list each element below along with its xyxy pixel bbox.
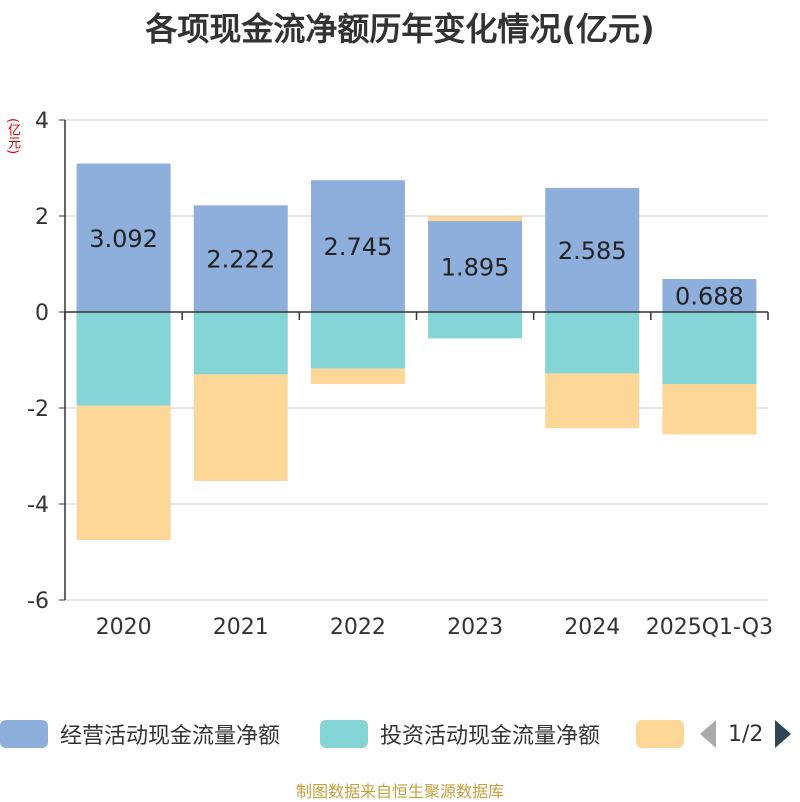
bar-investing xyxy=(545,312,640,374)
legend-item-investing[interactable]: 投资活动现金流量净额 xyxy=(320,712,600,756)
bar-operating xyxy=(662,278,757,312)
bar-investing xyxy=(662,312,757,384)
y-tick-label: 4 xyxy=(35,109,49,134)
bar-investing xyxy=(310,312,405,369)
y-axis-unit: (亿元) xyxy=(5,118,20,155)
bar-operating xyxy=(310,180,405,312)
bar-operating xyxy=(193,205,288,312)
bar-operating xyxy=(76,163,171,312)
legend-swatch-investing xyxy=(320,720,368,748)
legend-label-operating: 经营活动现金流量净额 xyxy=(60,724,281,749)
bar-financing xyxy=(193,374,288,481)
y-tick-label: -6 xyxy=(27,589,49,614)
bar-financing xyxy=(76,405,171,540)
bar-operating xyxy=(428,221,523,312)
x-tick-label: 2022 xyxy=(330,615,386,640)
legend-swatch-financing xyxy=(636,720,684,748)
bar-investing xyxy=(76,312,171,406)
bar-financing xyxy=(662,384,757,435)
bar-investing xyxy=(193,312,288,375)
legend-item-operating[interactable]: 经营活动现金流量净额 xyxy=(0,712,280,756)
x-tick-label: 2024 xyxy=(564,615,620,640)
chart-title: 各项现金流净额历年变化情况(亿元) xyxy=(145,10,655,48)
y-tick-label: -4 xyxy=(27,493,49,518)
x-tick-label: 2021 xyxy=(213,615,269,640)
data-label-operating: 1.895 xyxy=(441,254,510,282)
data-label-operating: 2.745 xyxy=(324,233,393,261)
legend-page-indicator: 1/2 xyxy=(728,721,764,747)
bar-financing xyxy=(310,368,405,384)
legend-item-financing[interactable] xyxy=(636,712,696,756)
bar-financing xyxy=(428,216,523,222)
source-note: 制图数据来自恒生聚源数据库 xyxy=(295,782,504,801)
data-label-operating: 3.092 xyxy=(89,225,158,253)
data-label-operating: 0.688 xyxy=(675,282,744,310)
legend: 经营活动现金流量净额 投资活动现金流量净额 1/2 xyxy=(0,712,800,756)
legend-pager: 1/2 xyxy=(700,712,792,756)
x-tick-label: 2025Q1-Q3 xyxy=(646,615,773,640)
x-tick-label: 2020 xyxy=(96,615,152,640)
y-tick-label: 2 xyxy=(35,205,49,230)
triangle-right-icon[interactable] xyxy=(775,720,792,748)
bar-financing xyxy=(545,373,640,429)
legend-label-investing: 投资活动现金流量净额 xyxy=(380,724,601,749)
x-tick-label: 2023 xyxy=(447,615,503,640)
bar-operating xyxy=(545,187,640,312)
y-tick-label: 0 xyxy=(35,301,49,326)
y-tick-label: -2 xyxy=(27,397,49,422)
data-label-operating: 2.585 xyxy=(558,237,627,265)
legend-swatch-operating xyxy=(0,720,48,748)
bar-investing xyxy=(428,312,523,339)
triangle-left-icon[interactable] xyxy=(700,720,716,748)
chart-svg: 4 2 0 -2 -4 -6 3.092 2020 2.222 2021 2.745 2022 1.89… xyxy=(27,109,773,640)
data-label-operating: 2.222 xyxy=(206,246,275,274)
